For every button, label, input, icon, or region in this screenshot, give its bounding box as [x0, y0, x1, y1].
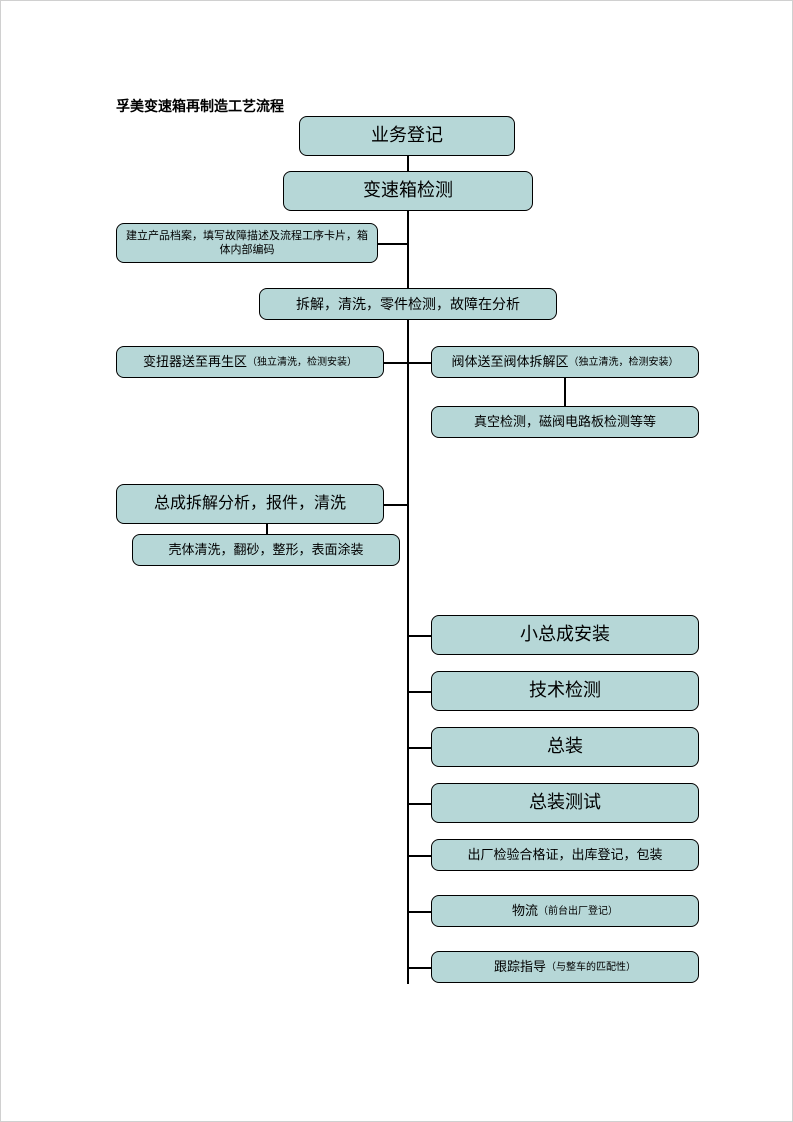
flow-node-n12: 总装 — [431, 727, 699, 767]
connector-7 — [266, 524, 268, 534]
flow-node-label: 变扭器送至再生区 — [143, 354, 247, 371]
connector-12 — [407, 855, 431, 857]
flow-node-n15: 物流（前台出厂登记） — [431, 895, 699, 927]
flow-node-n11: 技术检测 — [431, 671, 699, 711]
flow-node-label: 真空检测，磁阀电路板检测等等 — [474, 414, 656, 431]
flow-node-n2: 变速箱检测 — [283, 171, 533, 211]
flow-node-label: 业务登记 — [371, 124, 443, 147]
flow-node-n8: 总成拆解分析，报件，清洗 — [116, 484, 384, 524]
flow-node-n1: 业务登记 — [299, 116, 515, 156]
connector-13 — [407, 911, 431, 913]
flow-node-label: 物流 — [512, 903, 538, 920]
connector-10 — [407, 747, 431, 749]
flow-node-n3: 建立产品档案，填写故障描述及流程工序卡片，箱体内部编码 — [116, 223, 378, 263]
connector-0 — [407, 156, 409, 171]
connector-4 — [384, 362, 431, 364]
flow-node-n5: 变扭器送至再生区（独立清洗，检测安装） — [116, 346, 384, 378]
flow-node-label: 小总成安装 — [520, 623, 610, 646]
connector-11 — [407, 803, 431, 805]
flow-node-sublabel: （独立清洗，检测安装） — [569, 356, 679, 369]
connector-3 — [407, 320, 409, 984]
connector-6 — [384, 504, 407, 506]
flow-node-label: 阀体送至阀体拆解区 — [451, 354, 568, 371]
flow-node-n16: 跟踪指导（与整车的匹配性） — [431, 951, 699, 983]
flowchart-page: { "title": { "text": "孚美变速箱再制造工艺流程", "le… — [0, 0, 793, 1122]
flow-node-label: 建立产品档案，填写故障描述及流程工序卡片，箱体内部编码 — [123, 229, 371, 258]
flow-node-label: 出厂检验合格证，出库登记，包装 — [467, 847, 662, 864]
connector-2 — [378, 243, 407, 245]
flow-node-label: 技术检测 — [529, 679, 601, 702]
flow-node-label: 跟踪指导 — [494, 959, 546, 976]
flow-node-label: 总成拆解分析，报件，清洗 — [154, 494, 346, 515]
flow-node-n6: 阀体送至阀体拆解区（独立清洗，检测安装） — [431, 346, 699, 378]
flow-node-label: 拆解，清洗，零件检测，故障在分析 — [296, 295, 520, 313]
connector-5 — [564, 378, 566, 406]
flow-node-sublabel: （与整车的匹配性） — [546, 961, 636, 974]
flow-node-n9: 壳体清洗，翻砂，整形，表面涂装 — [132, 534, 400, 566]
flow-node-n7: 真空检测，磁阀电路板检测等等 — [431, 406, 699, 438]
flow-node-label: 变速箱检测 — [363, 179, 453, 202]
connector-9 — [407, 691, 431, 693]
flow-node-n4: 拆解，清洗，零件检测，故障在分析 — [259, 288, 557, 320]
flow-node-label: 壳体清洗，翻砂，整形，表面涂装 — [168, 542, 363, 559]
flow-node-n13: 总装测试 — [431, 783, 699, 823]
flow-node-label: 总装测试 — [529, 791, 601, 814]
connector-8 — [407, 635, 431, 637]
page-title: 孚美变速箱再制造工艺流程 — [116, 96, 284, 116]
flow-node-n14: 出厂检验合格证，出库登记，包装 — [431, 839, 699, 871]
flow-node-sublabel: （前台出厂登记） — [538, 905, 618, 918]
flow-node-label: 总装 — [547, 735, 583, 758]
connector-1 — [407, 211, 409, 288]
connector-14 — [407, 967, 431, 969]
flow-node-sublabel: （独立清洗，检测安装） — [247, 356, 357, 369]
flow-node-n10: 小总成安装 — [431, 615, 699, 655]
